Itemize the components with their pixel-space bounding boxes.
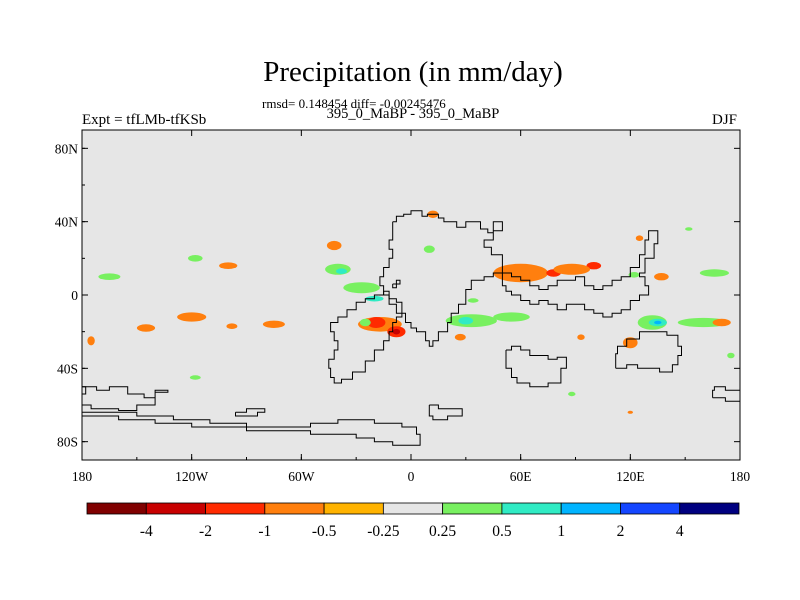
anomaly-patch bbox=[454, 333, 466, 341]
anomaly-patch bbox=[177, 312, 207, 322]
anomaly-patch bbox=[188, 254, 203, 262]
anomaly-patch bbox=[635, 235, 644, 241]
colorbar-swatch bbox=[501, 502, 562, 515]
colorbar-label: -0.5 bbox=[312, 523, 337, 540]
colorbar-swatch bbox=[323, 502, 384, 515]
colorbar-swatch bbox=[86, 502, 147, 515]
anomaly-patch bbox=[568, 391, 576, 397]
page-title: Precipitation (in mm/day) bbox=[263, 56, 563, 88]
continent-outline bbox=[82, 386, 87, 398]
x-tick-label: 60E bbox=[510, 469, 532, 484]
continent-outline bbox=[235, 408, 266, 417]
x-tick-label: 120W bbox=[175, 469, 208, 484]
anomaly-patch bbox=[493, 312, 530, 322]
continent-outline bbox=[82, 411, 421, 446]
y-axis: 80N 40N 0 40S 80S bbox=[55, 141, 740, 450]
anomaly-patch bbox=[87, 336, 95, 346]
stats-label: rmsd= 0.148454 diff= -0.00245476 bbox=[262, 96, 446, 111]
anomaly-patch bbox=[336, 268, 347, 275]
colorbar-label: -1 bbox=[258, 523, 271, 540]
continent-outline bbox=[428, 404, 463, 421]
x-tick-label: 0 bbox=[408, 469, 415, 484]
anomaly-patch bbox=[654, 320, 662, 325]
anomaly-patch bbox=[326, 240, 342, 251]
colorbar-label: 0.5 bbox=[492, 523, 512, 540]
x-tick-label: 180 bbox=[72, 469, 93, 484]
anomaly-layer bbox=[87, 210, 735, 414]
x-tick-label: 60W bbox=[288, 469, 315, 484]
y-tick-label: 80S bbox=[57, 435, 78, 450]
continent-outline bbox=[392, 279, 401, 289]
anomaly-patch bbox=[359, 318, 371, 327]
colorbar-label: -4 bbox=[140, 523, 153, 540]
anomaly-patch bbox=[226, 323, 238, 330]
anomaly-patch bbox=[136, 324, 156, 332]
y-tick-label: 40S bbox=[57, 361, 78, 376]
anomaly-patch bbox=[577, 334, 585, 341]
x-tick-label: 180 bbox=[730, 469, 751, 484]
anomaly-patch bbox=[423, 245, 435, 253]
anomaly-patch bbox=[654, 273, 669, 281]
anomaly-patch bbox=[712, 318, 731, 327]
y-tick-label: 0 bbox=[71, 288, 78, 303]
anomaly-patch bbox=[458, 317, 474, 325]
season-label: DJF bbox=[712, 112, 738, 128]
colorbar-label: 1 bbox=[557, 523, 565, 540]
anomaly-patch bbox=[727, 352, 735, 359]
x-axis: 180 120W 60W 0 60E 120E 180 bbox=[72, 130, 751, 484]
colorbar-swatch bbox=[264, 502, 325, 515]
anomaly-patch bbox=[98, 273, 121, 281]
anomaly-patch bbox=[627, 410, 633, 414]
colorbar-swatch bbox=[442, 502, 503, 515]
y-tick-label: 40N bbox=[55, 215, 79, 230]
colorbar-swatch bbox=[382, 502, 444, 515]
colorbar-swatch bbox=[679, 502, 740, 515]
continent-outline bbox=[712, 386, 740, 402]
continent-outline bbox=[501, 230, 659, 318]
continent-outline bbox=[328, 290, 403, 384]
colorbar-label: 2 bbox=[617, 523, 625, 540]
y-tick-label: 80N bbox=[55, 141, 79, 156]
anomaly-patch bbox=[189, 375, 201, 380]
plot-background bbox=[82, 130, 740, 460]
anomaly-patch bbox=[262, 320, 285, 328]
anomaly-patch bbox=[553, 263, 591, 275]
anomaly-patch bbox=[685, 227, 693, 231]
anomaly-patch bbox=[343, 282, 380, 294]
anomaly-patch bbox=[628, 272, 640, 278]
anomaly-patch bbox=[467, 298, 479, 303]
colorbar-swatch bbox=[620, 502, 681, 515]
colorbar-swatch bbox=[145, 502, 206, 515]
case-subtitle: 395_0_MaBP - 395_0_MaBP bbox=[326, 106, 500, 122]
continent-outline bbox=[82, 386, 169, 411]
colorbar-swatch bbox=[205, 502, 266, 515]
continent-outline bbox=[505, 345, 567, 388]
anomaly-patch bbox=[699, 269, 730, 277]
colorbar-label: -2 bbox=[199, 523, 212, 540]
x-tick-label: 120E bbox=[616, 469, 645, 484]
anomaly-patch bbox=[493, 263, 549, 283]
colorbar-label: 4 bbox=[676, 523, 684, 540]
colorbar-label: 0.25 bbox=[429, 523, 456, 540]
continent-outline bbox=[615, 331, 682, 373]
continent-outline bbox=[379, 210, 503, 347]
experiment-label: Expt = tfLMb-tfKSb bbox=[82, 112, 207, 128]
anomaly-patch bbox=[219, 262, 238, 270]
anomaly-patch bbox=[392, 328, 401, 335]
colorbar-swatch bbox=[560, 502, 621, 515]
anomaly-patch bbox=[586, 262, 602, 270]
colorbar: -4 -2 -1 -0.5 -0.25 0.25 0.5 1 2 4 bbox=[86, 502, 740, 540]
continent-outlines bbox=[82, 210, 740, 446]
colorbar-label: -0.25 bbox=[367, 523, 400, 540]
anomaly-patch bbox=[367, 317, 386, 328]
